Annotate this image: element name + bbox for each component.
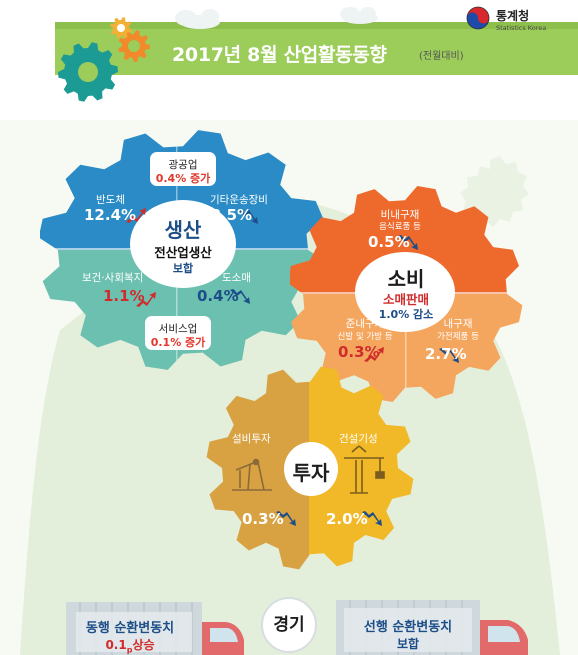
industrial-production-value: 보합 [172,262,194,275]
investment-heading: 투자 [292,461,330,485]
durable-label: 내구재 [443,318,473,330]
statistics-korea-logo: 통계청 Statistics Korea [466,6,566,40]
coincident-unit: p [126,645,133,655]
right-truck-icon [336,600,528,655]
cloud-icon [340,7,378,24]
investment-center [284,442,338,496]
down-arrow-icon [362,511,382,526]
leading-index-value: 보합 [396,637,420,651]
mining-label: 광공업 [168,159,198,171]
durable-value: 2.7% [425,345,467,363]
economy-badge [261,597,317,653]
semidurable-value: 0.3% [338,343,380,361]
industrial-production-label: 전산업생산 [154,245,212,260]
services-value: 0.1% 증가 [150,336,206,349]
down-arrow-icon [276,511,296,526]
down-arrow-icon [230,289,250,304]
other-transport-value: 18.5% [200,206,253,224]
up-arrow-icon [136,292,156,307]
title-banner [55,28,578,75]
taegeuk-logo-icon [466,6,490,30]
economy-heading: 경기 [273,615,305,635]
retail-sales-label: 소매판매 [382,292,429,307]
other-transport-label: 기타운송장비 [210,194,268,206]
retail-sales-value: 1.0% 감소 [378,308,434,321]
down-arrow-icon [238,209,258,224]
leading-index-label: 선행 순환변동치 [363,620,453,635]
semiconductor-label: 반도체 [96,194,125,206]
crane-icon [344,445,385,494]
nondurable-value: 0.5% [368,233,410,251]
equipment-label: 설비투자 [232,433,271,445]
health-welfare-label: 보건·사회복지 [82,272,144,284]
cloud-icon [175,9,220,29]
coincident-index-label: 동행 순환변동치 [85,621,175,636]
equipment-value: 0.3% [242,510,284,528]
wholesale-label: 도소매 [222,272,251,284]
down-arrow-icon [439,348,459,363]
left-truck-icon [66,602,244,655]
title-note: (전월대비) [419,51,464,62]
services-label: 서비스업 [158,323,198,335]
production-center [130,200,236,288]
down-arrow-icon [398,235,418,250]
durable-sub: 가전제품 등 [437,332,479,342]
logo-subtitle: Statistics Korea [496,24,547,32]
mining-value: 0.4% 증가 [155,172,211,185]
nondurable-sub: 음식료품 등 [379,222,421,232]
nondurable-label: 비내구재 [380,209,420,221]
semiconductor-value: 12.4% [84,206,137,224]
consumption-center [355,252,455,332]
coincident-number: 0.1 [105,638,127,652]
coincident-direction: 상승 [132,638,155,652]
semidurable-label: 준내구재 [345,318,385,330]
page-title: 2017년 8월 산업활동동향 [172,44,387,66]
wholesale-value: 0.4% [197,287,239,305]
semidurable-sub: 신발 및 가방 등 [337,332,393,342]
logo-name: 통계청 [496,9,530,23]
construction-label: 건설기성 [339,433,378,445]
consumption-heading: 소비 [387,267,425,291]
construction-value: 2.0% [326,510,368,528]
up-arrow-icon [126,208,146,223]
oil-pump-icon [232,458,272,491]
up-arrow-icon [364,347,384,362]
production-heading: 생산 [164,218,202,242]
health-welfare-value: 1.1% [103,287,145,305]
coincident-index-value: 0.1p상승 [70,636,190,654]
